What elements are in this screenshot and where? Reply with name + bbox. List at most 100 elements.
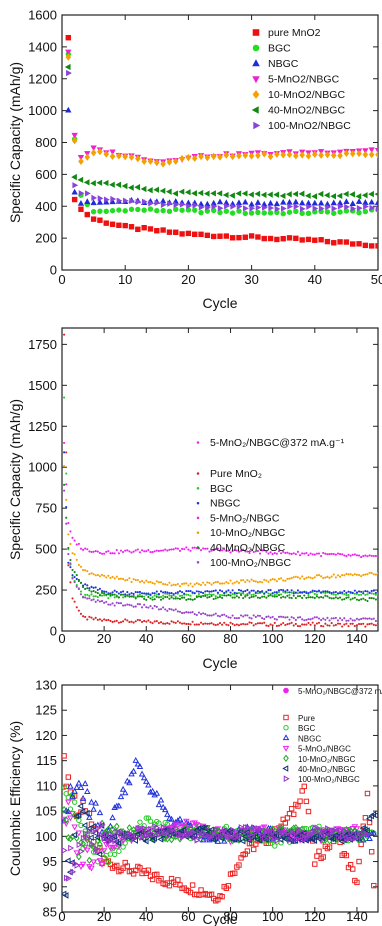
data-point <box>313 832 320 840</box>
data-point <box>362 622 365 625</box>
data-point <box>357 590 361 593</box>
data-point <box>105 619 108 622</box>
data-point <box>318 832 325 840</box>
data-point <box>341 553 344 556</box>
x-tick-label: 60 <box>181 631 195 646</box>
data-point <box>342 190 349 198</box>
legend-entry: NBGC <box>268 58 299 70</box>
data-point <box>185 590 188 593</box>
data-point <box>273 595 276 598</box>
data-point <box>174 583 177 587</box>
data-point <box>166 595 169 599</box>
data-point <box>176 815 184 822</box>
data-point <box>336 574 340 577</box>
data-point <box>256 581 259 584</box>
data-point <box>349 191 355 198</box>
data-point <box>124 618 127 621</box>
data-point <box>364 590 367 593</box>
data-point <box>330 622 333 625</box>
data-point <box>66 69 72 77</box>
data-point <box>313 553 316 556</box>
data-point <box>79 808 86 815</box>
data-point <box>154 824 161 832</box>
data-point <box>364 593 367 596</box>
data-point <box>126 578 129 582</box>
data-point <box>301 575 304 578</box>
data-point <box>168 815 175 822</box>
data-point <box>86 618 89 621</box>
data-point <box>353 592 356 595</box>
data-points <box>62 753 378 904</box>
data-point <box>84 153 91 161</box>
data-point <box>362 573 365 577</box>
data-point <box>124 777 131 784</box>
data-point <box>217 209 223 216</box>
data-point <box>109 221 116 227</box>
data-point <box>216 190 223 197</box>
data-point <box>62 753 67 759</box>
data-point <box>75 606 78 609</box>
data-point <box>116 207 122 213</box>
data-point <box>103 220 109 226</box>
data-point <box>183 592 186 595</box>
data-point <box>254 591 257 595</box>
data-point <box>231 582 234 585</box>
data-point <box>286 551 289 554</box>
data-point <box>364 598 367 601</box>
data-point <box>354 879 360 886</box>
data-point <box>151 622 154 625</box>
data-point <box>356 205 363 212</box>
data-point <box>328 624 331 627</box>
data-point <box>184 189 191 196</box>
data-point <box>67 553 70 556</box>
data-point <box>292 190 299 198</box>
data-point <box>94 591 97 594</box>
data-point <box>261 581 264 584</box>
data-point <box>349 617 352 620</box>
data-point <box>374 199 378 205</box>
data-point <box>198 204 205 211</box>
data-point <box>300 829 307 837</box>
data-point <box>117 596 120 599</box>
data-point <box>272 843 278 849</box>
data-point <box>330 151 337 159</box>
data-point <box>303 623 306 626</box>
data-point <box>324 591 327 595</box>
data-point <box>267 552 270 555</box>
data-point <box>149 621 152 624</box>
data-point <box>159 581 163 584</box>
data-point <box>374 573 377 576</box>
data-point <box>229 616 232 619</box>
data-point <box>282 595 285 598</box>
data-point <box>274 236 280 243</box>
data-point <box>162 549 165 552</box>
data-point <box>90 216 97 222</box>
data-point <box>141 157 147 166</box>
data-point <box>71 188 78 195</box>
data-point <box>216 198 224 205</box>
data-point <box>117 577 120 581</box>
data-point <box>246 594 249 597</box>
data-point <box>77 578 80 582</box>
data-point <box>267 594 270 598</box>
data-point <box>353 573 356 576</box>
data-point <box>248 233 255 239</box>
data-point <box>166 883 173 889</box>
data-point <box>307 592 310 595</box>
data-point <box>191 591 194 594</box>
data-point <box>122 153 128 161</box>
data-point <box>277 589 281 592</box>
data-point <box>170 584 173 587</box>
data-point <box>307 554 310 557</box>
data-point <box>116 197 123 204</box>
data-point <box>65 505 68 509</box>
legend-marker <box>283 754 289 762</box>
data-point <box>205 829 212 836</box>
data-point <box>237 591 241 595</box>
data-point <box>205 204 211 211</box>
legend-entry: NBGC <box>298 734 321 743</box>
data-point <box>191 620 194 623</box>
legend-marker <box>282 765 289 772</box>
data-point <box>126 619 129 622</box>
data-point <box>273 832 280 840</box>
